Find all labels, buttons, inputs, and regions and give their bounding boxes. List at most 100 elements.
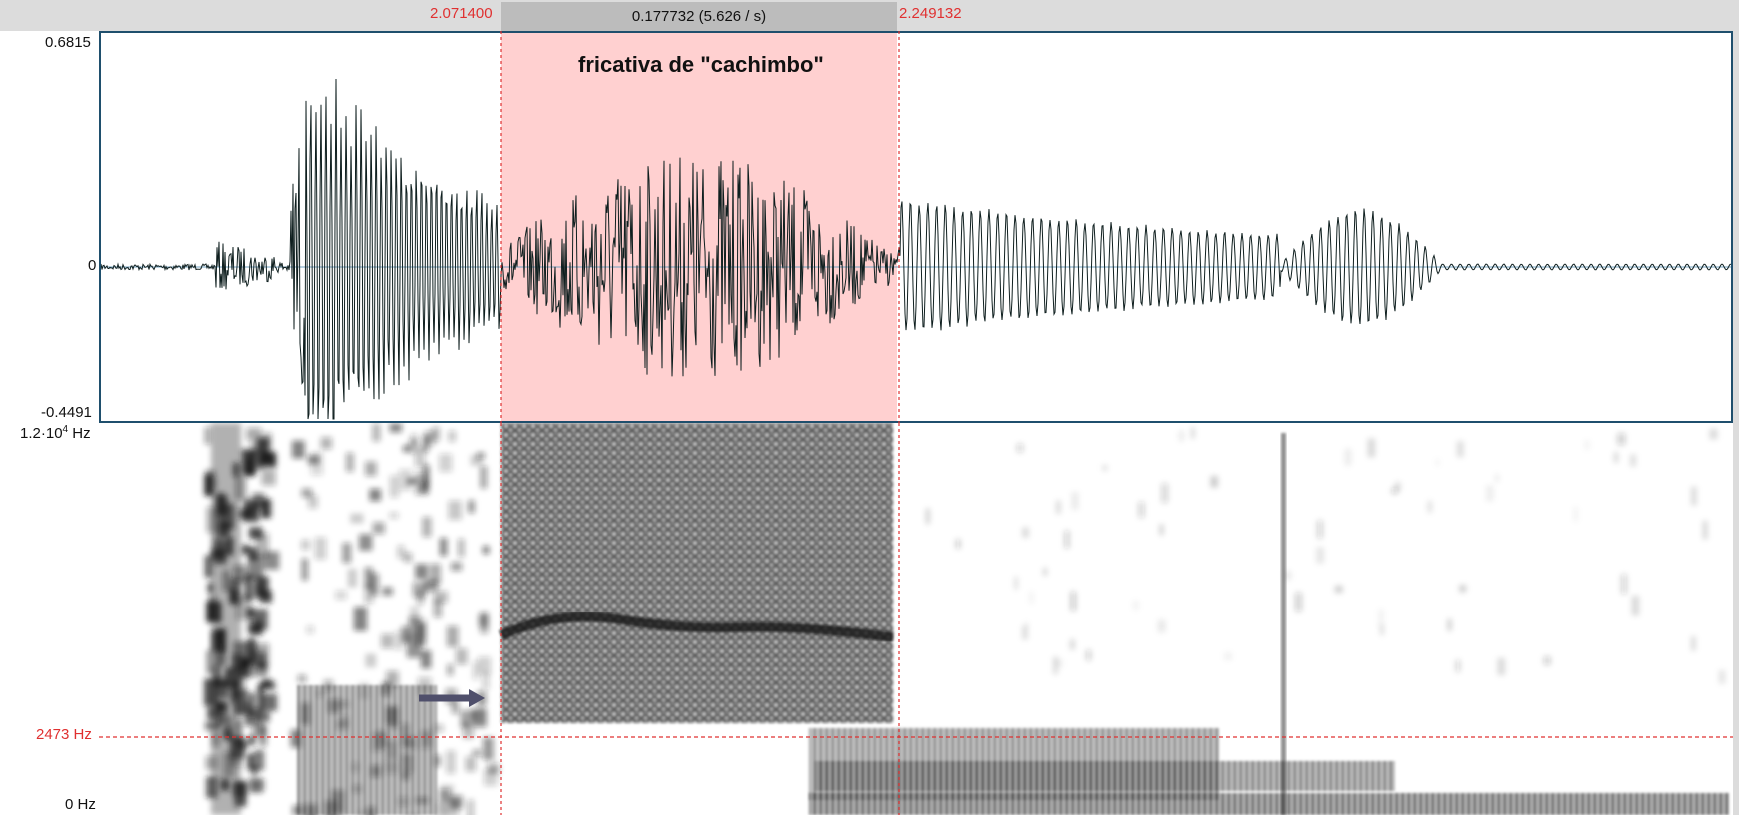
spectrogram-speckle: [291, 440, 305, 459]
spectrogram-speckle: [381, 633, 394, 649]
spectrogram-speckle: [1613, 452, 1619, 463]
spectrogram-speckle: [1159, 524, 1164, 536]
scrollbar[interactable]: [1733, 31, 1739, 815]
spectrogram-speckle: [386, 670, 399, 688]
waveform-panel[interactable]: [99, 31, 1733, 423]
spectrogram-speckle: [448, 500, 462, 520]
spectrogram-speckle: [433, 599, 443, 618]
spectrogram-speckle: [1138, 501, 1145, 518]
spectrogram-speckle: [256, 458, 264, 470]
waveform-max-label: 0.6815: [45, 34, 91, 51]
second-burst: [1281, 433, 1286, 815]
spectrogram-speckle: [1064, 530, 1070, 549]
spectrogram-speckle: [415, 564, 428, 580]
spectrogram-speckle: [955, 539, 961, 549]
spectrogram-speckle: [1334, 585, 1343, 593]
spectrogram-speckle: [246, 427, 262, 441]
spectrogram-speckle: [450, 562, 463, 571]
spectrogram-speckle: [436, 801, 447, 815]
spectrogram-speckle: [253, 609, 268, 630]
spectrogram-speckle: [1055, 659, 1063, 668]
spectrogram-speckle: [254, 750, 265, 771]
vowel-harmonics-2: [815, 761, 1395, 791]
spectrogram-speckle: [207, 582, 214, 594]
spectrogram-speckle: [412, 582, 427, 598]
spectrogram-speckle: [1621, 574, 1627, 595]
spectrogram-speckle: [1224, 652, 1232, 660]
spectrogram-speckle: [347, 568, 358, 588]
spectrogram-speckle: [926, 508, 930, 524]
selection-duration-bar[interactable]: 0.177732 (5.626 / s): [501, 2, 897, 31]
spectrogram-speckle: [241, 545, 251, 555]
spectrogram-speckle: [290, 729, 302, 748]
selection-start-time: 2.071400: [430, 5, 493, 22]
spectrogram-speckle: [1617, 433, 1626, 445]
spectrogram-speckle: [1161, 483, 1168, 503]
spectrogram-speckle: [1086, 649, 1091, 661]
fricative-resonance-band: [498, 611, 894, 642]
spectrogram-speckle: [261, 681, 276, 691]
spectrogram-speckle: [1191, 427, 1195, 439]
spectrogram-speckle: [1378, 609, 1384, 628]
spectrogram-speckle: [1459, 585, 1467, 593]
pre-vowel-harmonics: [297, 685, 437, 815]
spectrogram-speckle: [246, 452, 255, 476]
spectrogram-speckle: [420, 650, 432, 669]
spectrogram-speckle: [255, 711, 270, 722]
fricative-noise: [501, 423, 893, 723]
spectrogram-speckle: [410, 433, 418, 455]
spectrogram-speckle: [1024, 621, 1029, 628]
selection-end-time: 2.249132: [899, 5, 962, 22]
spectrogram-speckle: [250, 765, 259, 776]
spectrogram-speckle: [248, 547, 258, 561]
spectrogram-speckle: [1014, 576, 1018, 590]
spectrogram-panel[interactable]: [99, 423, 1733, 815]
waveform-trace: [101, 78, 1731, 420]
spectrogram-speckle: [414, 446, 426, 468]
spectrogram-speckle: [244, 574, 253, 601]
spectrogram-speckle: [257, 662, 268, 676]
spectrogram-speckle: [257, 652, 266, 669]
spectrogram-speckle: [369, 488, 381, 502]
spectrogram-speckle: [1391, 487, 1398, 494]
spectrogram-speckle: [240, 658, 251, 668]
spectrogram-speckle: [1157, 619, 1166, 633]
voicing-bar: [809, 793, 1729, 815]
spectrogram-bottom-label: 0 Hz: [65, 796, 96, 813]
spectrogram-speckle: [1053, 656, 1058, 675]
spectrogram-speckle: [402, 445, 412, 453]
spectrogram-speckle: [301, 488, 313, 498]
spectrogram-speckle: [254, 582, 264, 600]
spectrogram-speckle: [409, 606, 420, 624]
spectrogram-speckle: [1543, 656, 1551, 665]
spectrogram-speckle: [257, 683, 265, 712]
spectrogram-speckle: [1691, 486, 1697, 506]
spectrogram-cursor-label: 2473 Hz: [36, 726, 92, 743]
spectrogram-speckle: [238, 665, 246, 691]
spectrogram-speckle: [345, 452, 354, 472]
selection-duration-text: 0.177732 (5.626 / s): [631, 8, 767, 25]
spectrogram-speckle: [401, 626, 410, 643]
spectrogram-speckle: [248, 778, 265, 791]
spectrogram-speckle: [482, 672, 490, 690]
spectrogram-speckle: [1179, 430, 1184, 442]
spectrogram-speckle: [372, 423, 381, 442]
spectrogram-speckle: [261, 469, 276, 486]
spectrogram-speckle: [472, 661, 479, 680]
spectrogram-speckle: [261, 498, 269, 519]
spectrogram-speckle: [308, 495, 318, 509]
spectrogram-speckle: [458, 538, 465, 557]
spectrogram-speckle: [467, 799, 474, 815]
spectrogram-speckle: [320, 437, 333, 450]
spectrogram-speckle: [307, 455, 320, 465]
spectrogram-speckle: [204, 555, 213, 578]
spectrogram-speckle: [1316, 547, 1324, 564]
spectrogram-speckle: [433, 754, 441, 767]
spectrogram-speckle: [365, 653, 377, 668]
spectrogram-speckle: [422, 464, 430, 487]
spectrogram-speckle: [1071, 492, 1079, 510]
spectrogram-top-label: 1.2·104 Hz: [20, 424, 91, 442]
spectrogram-speckle: [364, 585, 374, 604]
spectrogram-speckle: [306, 625, 315, 634]
spectrogram-speckle: [246, 607, 255, 619]
